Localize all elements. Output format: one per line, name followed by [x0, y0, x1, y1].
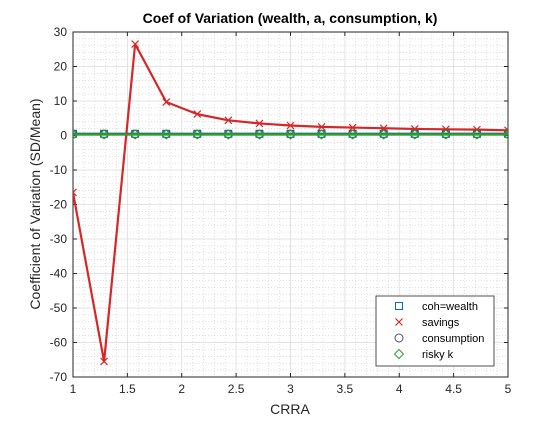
y-axis-title: Coefficient of Variation (SD/Mean)	[27, 98, 43, 309]
legend-marker-risky-k	[393, 348, 405, 360]
data-point-savings	[73, 188, 77, 197]
data-point-risky-k	[316, 129, 327, 140]
y-tick-label: -20	[50, 198, 68, 212]
data-point-savings	[410, 125, 419, 133]
data-point-risky-k	[192, 129, 203, 140]
data-point-risky-k	[347, 129, 358, 140]
chart-title: Coef of Variation (wealth, a, consumptio…	[143, 10, 438, 26]
y-tick-label: -10	[50, 163, 68, 177]
x-tick-label: 5	[505, 382, 512, 396]
data-point-savings	[224, 116, 233, 125]
y-tick-label: -60	[50, 336, 68, 350]
data-point-savings	[255, 119, 264, 128]
data-point-risky-k	[378, 129, 389, 140]
legend-label-risky-k: risky k	[422, 349, 454, 361]
y-tick-label: 10	[54, 94, 68, 108]
legend-marker-coh-wealth	[395, 302, 403, 310]
x-tick-label: 2	[178, 382, 185, 396]
y-tick-label: -70	[50, 370, 68, 384]
data-point-savings	[348, 123, 357, 132]
data-point-risky-k	[409, 129, 420, 140]
x-axis-title: CRRA	[270, 401, 310, 417]
series-layer	[73, 40, 508, 366]
y-tick-label: 30	[54, 25, 68, 39]
y-tick-label: 0	[60, 129, 67, 143]
data-point-risky-k	[502, 129, 508, 140]
x-tick-label: 3	[287, 382, 294, 396]
x-tick-label: 1.5	[119, 382, 136, 396]
data-point-savings	[100, 357, 108, 366]
data-point-savings	[162, 98, 171, 106]
y-tick-label: 20	[54, 60, 68, 74]
x-tick-label: 2.5	[228, 382, 245, 396]
data-point-savings	[193, 110, 202, 119]
legend-marker-consumption	[394, 333, 404, 343]
x-tick-label: 4	[396, 382, 403, 396]
data-point-risky-k	[161, 129, 172, 140]
data-point-risky-k	[440, 129, 452, 140]
data-point-savings	[317, 122, 326, 131]
legend-label-savings: savings	[422, 317, 460, 329]
data-point-risky-k	[223, 129, 234, 140]
plot-area: 1 1.5 2 2.5 3 3.5 4 4.5 5 -70 -60 -50 -40 -30 -20 -10 0 1…	[50, 25, 512, 396]
x-tick-label: 3.5	[337, 382, 354, 396]
legend-marker-savings	[395, 318, 403, 326]
data-point-risky-k	[471, 129, 483, 140]
data-point-risky-k	[73, 129, 79, 140]
legend-label-coh-wealth: coh=wealth	[422, 301, 478, 313]
data-point-risky-k	[129, 129, 141, 140]
data-point-savings	[131, 40, 140, 48]
y-tick-label: -50	[50, 301, 68, 315]
data-point-risky-k	[285, 129, 296, 140]
x-tick-label: 4.5	[445, 382, 462, 396]
legend-label-consumption: consumption	[422, 333, 484, 345]
y-tick-label: -30	[50, 232, 68, 246]
data-point-risky-k	[98, 129, 110, 140]
data-point-risky-k	[254, 129, 265, 140]
y-tick-label: -40	[50, 267, 68, 281]
x-tick-label: 1	[70, 382, 77, 396]
data-point-savings	[286, 121, 295, 130]
legend: coh=wealth savings consumption risky k	[375, 295, 495, 367]
